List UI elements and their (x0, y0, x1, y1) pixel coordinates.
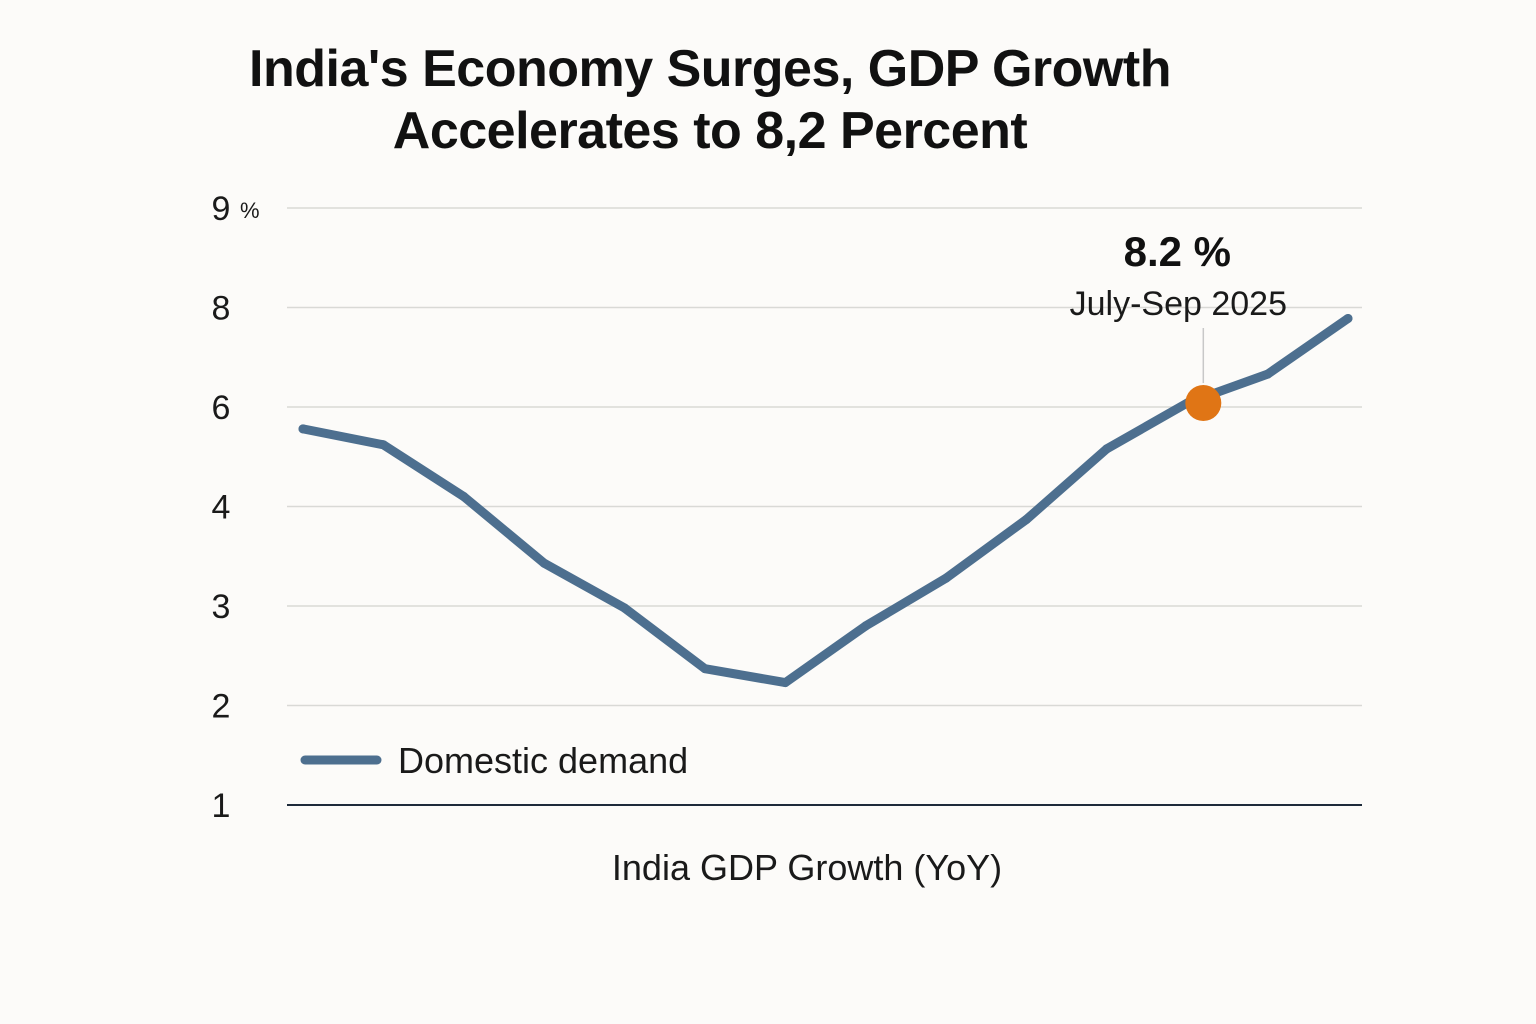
y-tick-label: 1 (212, 787, 231, 825)
data-point (378, 440, 388, 450)
y-unit-label: % (240, 198, 260, 223)
y-tick-label: 6 (212, 389, 231, 427)
chart-title: India's Economy Surges, GDP Growth Accel… (0, 38, 1420, 162)
annotation-value-label: 8.2 % (1124, 228, 1231, 275)
data-point (700, 664, 710, 674)
series-domestic-demand (298, 313, 1353, 688)
y-tick-label: 4 (212, 489, 231, 527)
gridlines (287, 207, 1362, 707)
x-axis-label: India GDP Growth (YoY) (612, 847, 1002, 888)
data-point (620, 603, 630, 613)
data-point (539, 558, 549, 568)
chart-title-line-1: India's Economy Surges, GDP Growth (249, 40, 1171, 98)
data-point (459, 492, 469, 502)
data-point (1343, 313, 1353, 323)
data-point (298, 424, 308, 434)
y-tick-label: 2 (212, 688, 231, 726)
y-tick-label: 3 (212, 588, 231, 626)
annotation: 8.2 % July-Sep 2025 (1070, 228, 1287, 422)
annotation-date-label: July-Sep 2025 (1070, 285, 1287, 323)
data-point (861, 621, 871, 631)
legend: Domestic demand (300, 740, 688, 781)
data-point (1021, 514, 1031, 524)
series-line (298, 313, 1353, 688)
legend-label-domestic-demand: Domestic demand (398, 740, 688, 781)
chart-title-line-2: Accelerates to 8,2 Percent (392, 102, 1028, 160)
data-point (780, 678, 790, 688)
y-tick-label: 8 (212, 290, 231, 328)
y-axis: 9 % 8 6 4 3 2 1 (212, 190, 260, 825)
data-point (1102, 444, 1112, 454)
y-tick-label: 9 (212, 190, 231, 228)
data-point (941, 573, 951, 583)
highlight-point-marker (1185, 385, 1222, 422)
data-point (1263, 369, 1273, 379)
